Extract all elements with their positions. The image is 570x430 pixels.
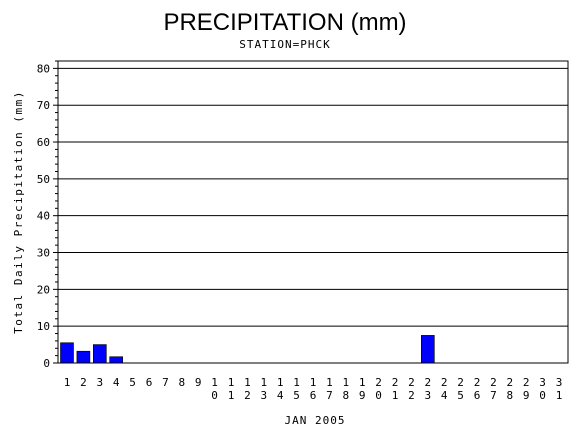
bar [420, 335, 435, 364]
x-tick-label: 1 [64, 376, 71, 389]
x-tick-label: 3 [96, 376, 103, 389]
x-tick-label: 9 [195, 376, 202, 389]
y-tick-label: 30 [37, 247, 50, 260]
bar [76, 350, 91, 364]
chart-title: PRECIPITATION (mm) [163, 9, 406, 36]
y-tick-label: 40 [37, 210, 50, 223]
x-tick-label: 5 [129, 376, 136, 389]
x-tick-label: 2 [80, 376, 87, 389]
chart-subtitle: STATION=PHCK [239, 38, 330, 51]
y-tick-label: 70 [37, 99, 50, 112]
y-tick-label: 10 [37, 320, 50, 333]
x-tick-label: 7 [162, 376, 169, 389]
y-tick-label: 20 [37, 283, 50, 296]
x-tick-labels: 1 2 3 4 5 6 7 8 9 1 01 11 21 31 41 51 61 71 81 92 02 12 22 32 42… [64, 376, 563, 402]
y-tick-label: 60 [37, 136, 50, 149]
y-tick-labels: 0 10 20 30 40 50 60 70 80 [37, 62, 50, 370]
bar [93, 344, 107, 364]
plot-frame [57, 60, 569, 364]
bar [60, 342, 74, 364]
y-tick-label: 80 [37, 62, 50, 75]
x-axis-label: JAN 2005 [285, 414, 346, 427]
y-axis-label: Total Daily Precipitation (mm) [12, 90, 25, 334]
x-tick-label: 6 [146, 376, 153, 389]
bar [109, 356, 123, 364]
bars [60, 335, 435, 364]
x-tick-label: 8 [178, 376, 185, 389]
y-tick-label: 50 [37, 173, 50, 186]
y-tick-label: 0 [43, 357, 50, 370]
x-tick-label: 4 [113, 376, 120, 389]
grid-lines [53, 67, 568, 364]
